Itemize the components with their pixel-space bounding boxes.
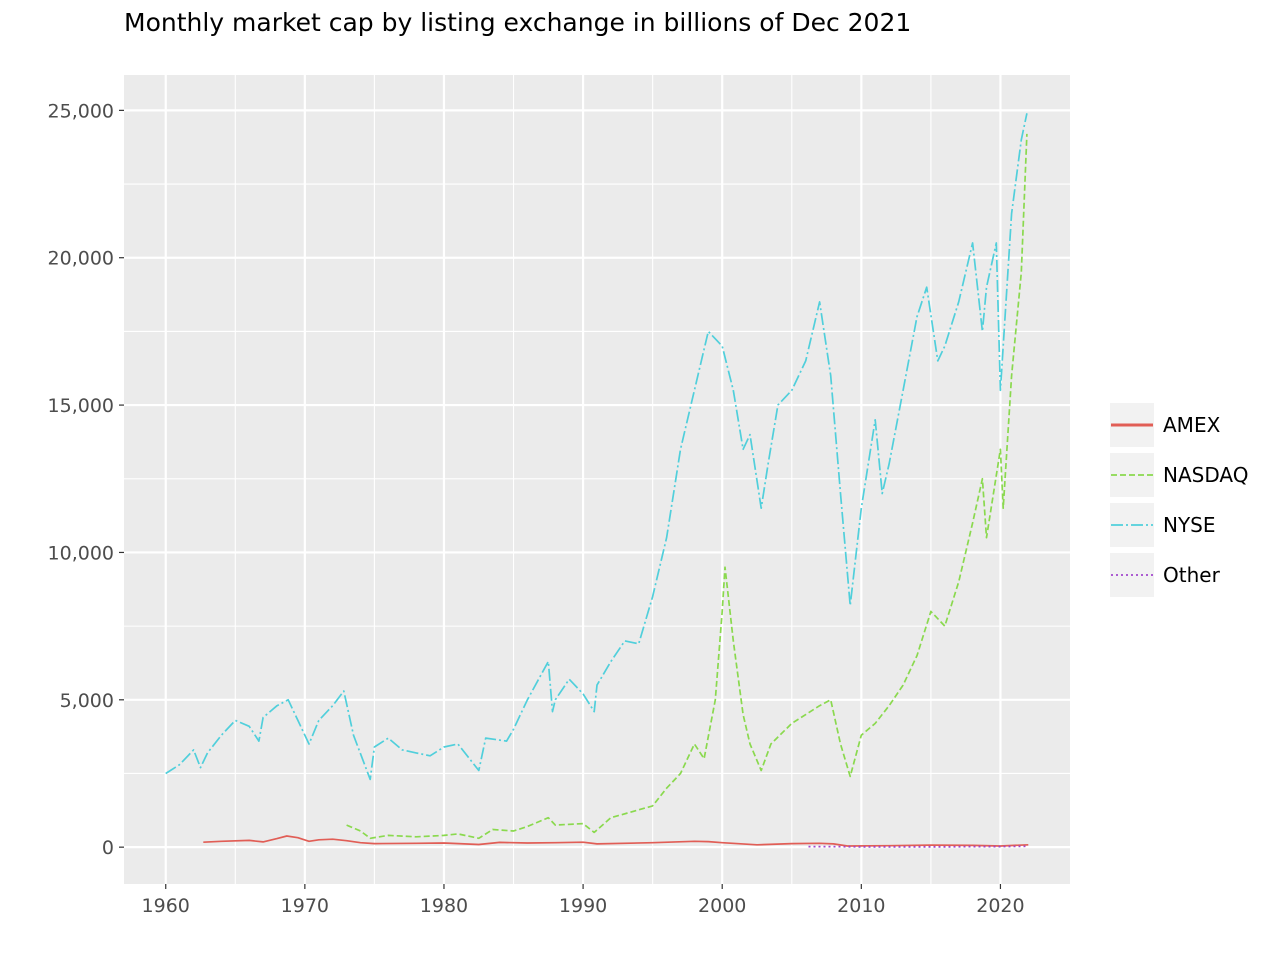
series-line-nyse: [165, 113, 1028, 781]
x-tick-label: 2010: [837, 895, 885, 917]
chart-title: Monthly market cap by listing exchange i…: [124, 8, 912, 37]
x-tick-label: 1970: [281, 895, 329, 917]
axes: 1960 1970 1980 1990 2000 2010 2020 0 5,000 10,000…: [48, 100, 1025, 917]
legend-label-amex: AMEX: [1163, 413, 1221, 437]
x-tick-label: 1980: [420, 895, 468, 917]
legend: AMEX NASDAQ NYSE Other: [1110, 403, 1248, 597]
major-gridlines: [124, 75, 1070, 884]
x-tick-label: 2000: [698, 895, 746, 917]
x-tick-label: 2020: [976, 895, 1024, 917]
y-tick-label: 25,000: [48, 100, 114, 122]
y-tick-label: 0: [102, 837, 114, 859]
x-tick-label: 1960: [142, 895, 190, 917]
x-tick-label: 1990: [559, 895, 607, 917]
legend-label-nyse: NYSE: [1163, 513, 1216, 537]
legend-label-other: Other: [1163, 563, 1221, 587]
y-tick-label: 20,000: [48, 248, 114, 270]
series-line-nasdaq: [346, 133, 1028, 840]
plot-panel: [124, 75, 1070, 884]
series-line-amex: [203, 835, 1029, 847]
y-tick-label: 15,000: [48, 395, 114, 417]
series-layer: [165, 113, 1029, 848]
y-tick-label: 5,000: [60, 690, 114, 712]
y-tick-label: 10,000: [48, 542, 114, 564]
minor-gridlines: [124, 75, 1070, 884]
legend-label-nasdaq: NASDAQ: [1163, 463, 1248, 487]
